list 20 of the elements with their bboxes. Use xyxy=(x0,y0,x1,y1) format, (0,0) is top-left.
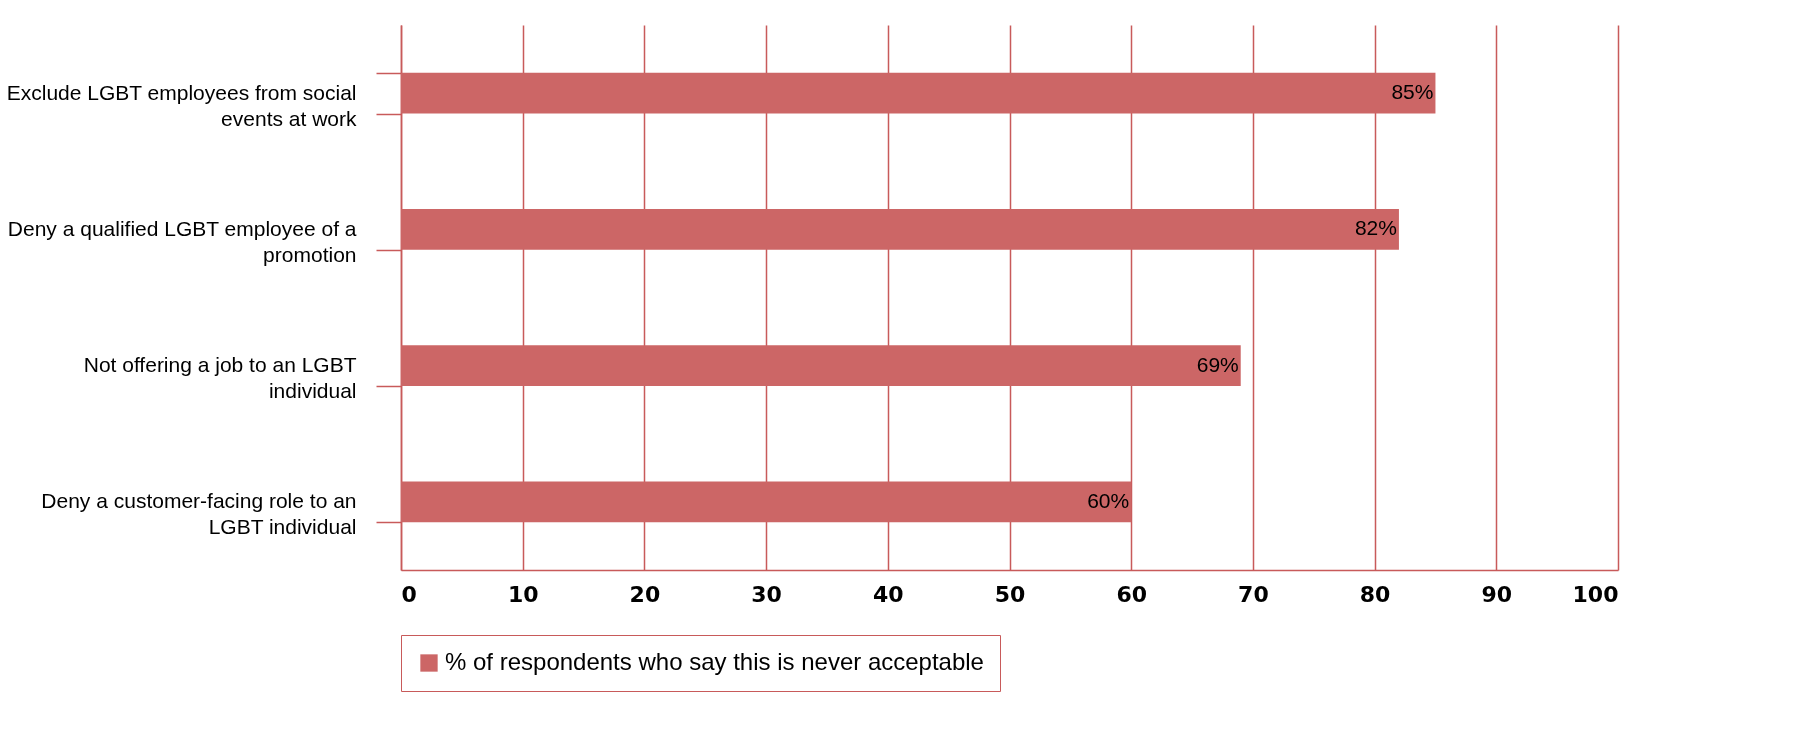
x-tick-label: 60 xyxy=(1116,581,1148,607)
data-label: 60% xyxy=(1087,488,1130,512)
x-tick-label: 0 xyxy=(401,581,417,607)
x-tick-label: 90 xyxy=(1481,581,1513,607)
y-tick-label: Deny a qualified LGBT employee of a promotion xyxy=(7,216,357,266)
data-label: 69% xyxy=(1196,352,1239,376)
y-tick-label: Not offering a job to an LGBT individual xyxy=(83,353,357,403)
legend-label: % of respondents who say this is never acceptable xyxy=(445,648,984,675)
data-label: 82% xyxy=(1354,216,1397,240)
x-tick-label: 100 xyxy=(1572,581,1619,607)
y-tick-label: Deny a customer-facing role to an LGBT individual xyxy=(41,489,357,539)
data-label: 85% xyxy=(1391,80,1434,104)
x-tick-label: 10 xyxy=(507,581,539,607)
x-tick-label: 80 xyxy=(1359,581,1391,607)
x-tick-label: 40 xyxy=(872,581,904,607)
x-tick-label: 20 xyxy=(629,581,661,607)
x-tick-label: 50 xyxy=(994,581,1026,607)
y-tick-label: Exclude LGBT employees from social events at work xyxy=(6,80,357,130)
x-tick-label: 70 xyxy=(1238,581,1269,607)
x-tick-label: 30 xyxy=(751,581,782,607)
